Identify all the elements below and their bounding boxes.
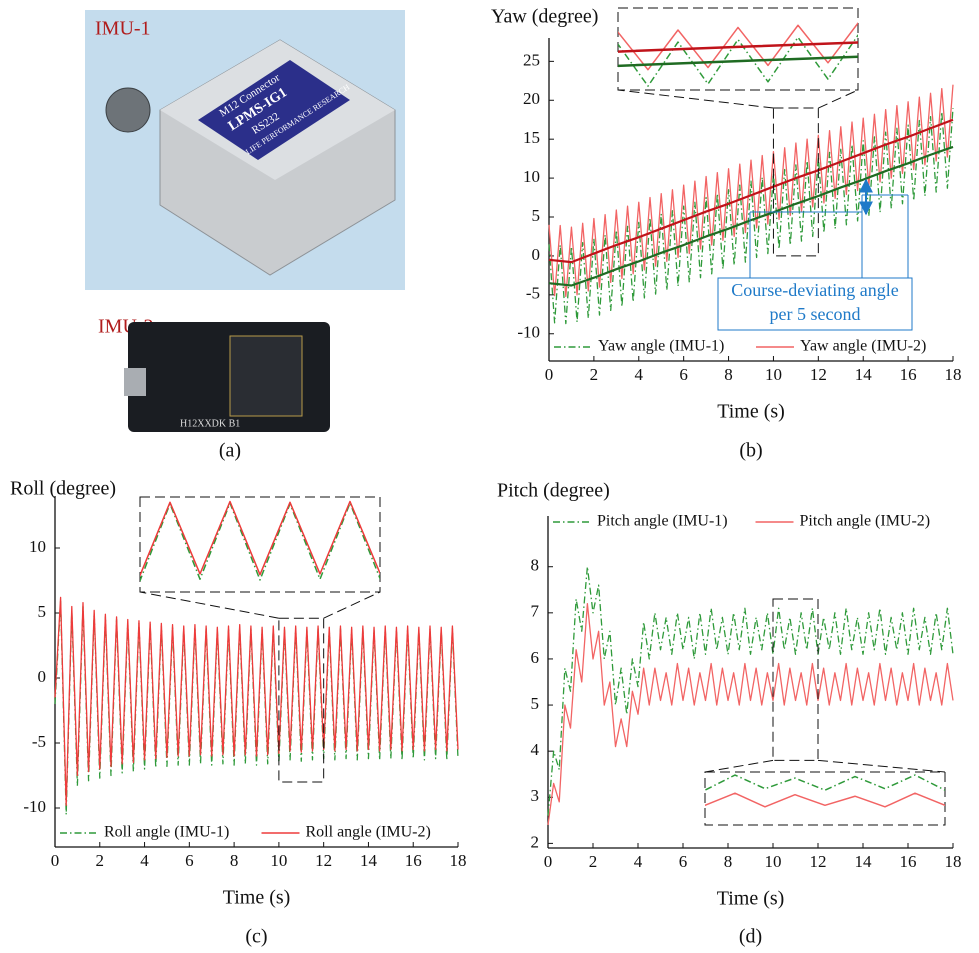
y-axis-label: Roll (degree): [10, 478, 116, 500]
x-tick-label: 4: [634, 852, 643, 871]
y-tick-label: 6: [531, 648, 540, 667]
x-tick-label: 0: [544, 852, 553, 871]
legend-label: Pitch angle (IMU-1): [597, 513, 728, 530]
x-tick-label: 6: [679, 365, 688, 384]
x-tick-label: 10: [270, 851, 287, 870]
x-tick-label: 4: [635, 365, 644, 384]
panel-caption: (d): [739, 926, 762, 948]
x-tick-label: 10: [765, 365, 782, 384]
x-tick-label: 18: [945, 852, 962, 871]
imu2-chip-socket: [230, 336, 302, 416]
y-tick-label: 5: [532, 206, 541, 225]
x-tick-label: 16: [900, 365, 917, 384]
inset-box: [705, 772, 945, 825]
annotation-text: Course-deviating angle: [731, 280, 898, 300]
y-tick-label: 15: [523, 128, 540, 147]
panel-caption: (b): [739, 440, 762, 462]
y-tick-label: -10: [23, 797, 46, 816]
y-tick-label: 20: [523, 89, 540, 108]
x-tick-label: 12: [810, 852, 827, 871]
y-tick-label: 5: [38, 602, 47, 621]
x-tick-label: 8: [724, 365, 733, 384]
annotation-text: per 5 second: [770, 304, 861, 324]
x-tick-label: 2: [96, 851, 105, 870]
y-tick-label: 8: [531, 556, 540, 575]
x-tick-label: 2: [590, 365, 599, 384]
x-tick-label: 16: [405, 851, 422, 870]
inset-connector: [618, 90, 773, 108]
figure: M12 Connector LPMS-IG1 RS232 LIFE PERFOR…: [0, 0, 979, 948]
x-tick-label: 10: [765, 852, 782, 871]
inset-connector: [818, 90, 858, 108]
x-tick-label: 14: [855, 365, 873, 384]
y-axis-label: Yaw (degree): [491, 6, 598, 28]
y-tick-label: 0: [532, 245, 541, 264]
inset-source-box: [773, 108, 818, 256]
inset-connector: [818, 760, 945, 772]
x-tick-label: 2: [589, 852, 598, 871]
x-tick-label: 8: [230, 851, 239, 870]
x-tick-label: 0: [51, 851, 60, 870]
legend-label: Yaw angle (IMU-1): [598, 338, 724, 355]
x-tick-label: 16: [900, 852, 917, 871]
y-tick-label: 7: [531, 602, 540, 621]
y-tick-label: 4: [531, 740, 540, 759]
x-axis-label: Time (s): [717, 888, 785, 910]
y-tick-label: -5: [32, 732, 46, 751]
x-tick-label: 6: [185, 851, 194, 870]
x-tick-label: 8: [724, 852, 733, 871]
inset-box: [140, 497, 380, 592]
legend-label: Roll angle (IMU-1): [104, 824, 229, 841]
x-tick-label: 14: [855, 852, 873, 871]
panel-caption: (c): [245, 926, 267, 948]
y-tick-label: 3: [531, 786, 540, 805]
series-line: [55, 597, 458, 805]
legend: Yaw angle (IMU-1) Yaw angle (IMU-2): [554, 338, 926, 355]
y-tick-label: -5: [526, 284, 540, 303]
legend-label: Pitch angle (IMU-2): [800, 513, 931, 530]
imu2-usb: [124, 368, 146, 396]
legend: Roll angle (IMU-1) Roll angle (IMU-2): [60, 824, 431, 841]
x-tick-label: 12: [315, 851, 332, 870]
x-tick-label: 4: [140, 851, 149, 870]
inset-connector: [140, 592, 279, 618]
inset-connector: [705, 760, 773, 772]
x-tick-label: 0: [545, 365, 554, 384]
x-tick-label: 6: [679, 852, 688, 871]
legend-label: Yaw angle (IMU-2): [800, 338, 926, 355]
x-axis-label: Time (s): [717, 401, 785, 423]
legend: Pitch angle (IMU-1) Pitch angle (IMU-2): [553, 513, 930, 530]
imu1-connector: [106, 88, 150, 132]
x-tick-label: 18: [450, 851, 467, 870]
photo-panel: M12 Connector LPMS-IG1 RS232 LIFE PERFOR…: [85, 10, 405, 462]
x-axis-label: Time (s): [223, 887, 291, 909]
x-tick-label: 18: [945, 365, 962, 384]
x-tick-label: 12: [810, 365, 827, 384]
y-tick-label: 2: [531, 832, 540, 851]
inset-connector: [324, 592, 380, 618]
inset-source-box: [773, 599, 818, 760]
imu-label: IMU-1: [95, 18, 151, 40]
y-tick-label: 10: [29, 537, 46, 556]
x-tick-label: 14: [360, 851, 378, 870]
y-tick-label: 10: [523, 167, 540, 186]
y-tick-label: -10: [517, 323, 540, 342]
legend-label: Roll angle (IMU-2): [306, 824, 431, 841]
y-axis-label: Pitch (degree): [497, 480, 610, 502]
device-text: H12XXDK B1: [180, 418, 240, 429]
y-tick-label: 0: [38, 667, 47, 686]
panel-caption: (a): [219, 440, 241, 462]
y-tick-label: 25: [523, 50, 540, 69]
y-tick-label: 5: [531, 694, 540, 713]
